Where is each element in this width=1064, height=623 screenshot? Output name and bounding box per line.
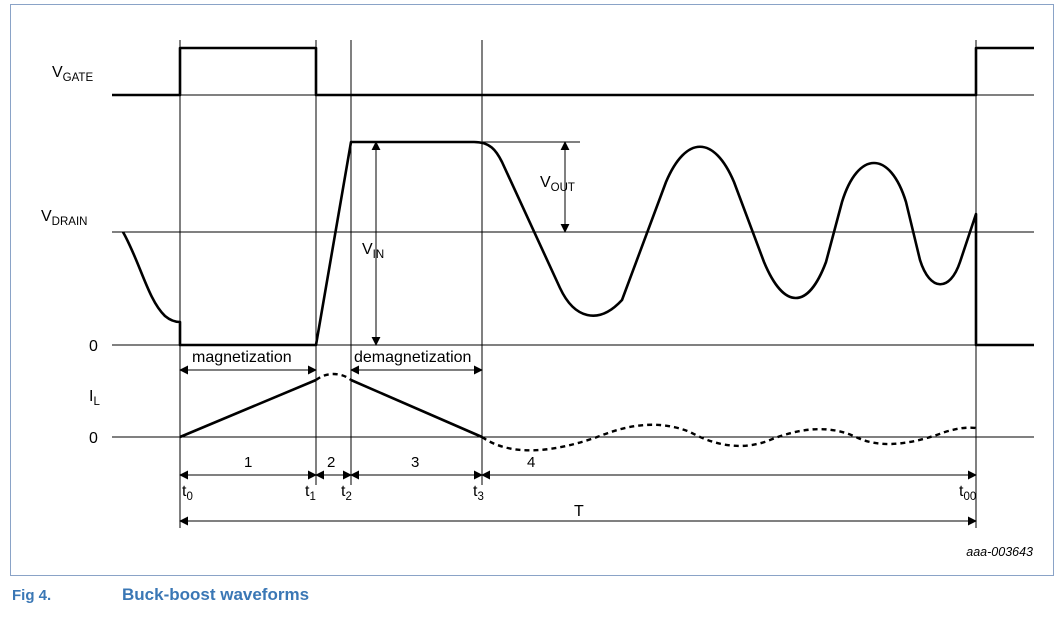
vin-label: VIN bbox=[362, 241, 384, 261]
il-waveform-solid-rise bbox=[179, 378, 317, 439]
figure-caption: Fig 4. Buck-boost waveforms bbox=[12, 582, 309, 608]
il-waveform-solid-fall bbox=[350, 378, 483, 439]
t2-label: t2 bbox=[341, 483, 352, 503]
figure-frame bbox=[10, 4, 1054, 576]
figure-number: Fig 4. bbox=[12, 586, 52, 604]
interval-3-label: 3 bbox=[411, 454, 419, 471]
il-label: IL bbox=[89, 388, 100, 408]
t00-label: t00 bbox=[959, 483, 976, 503]
interval-1-label: 1 bbox=[244, 454, 252, 471]
period-label: T bbox=[574, 503, 584, 520]
figure-title: Buck-boost waveforms bbox=[122, 585, 310, 604]
interval-2-label: 2 bbox=[327, 454, 335, 471]
vout-label: VOUT bbox=[540, 174, 575, 194]
il-zero-label: 0 bbox=[89, 430, 98, 447]
vdrain-zero-label: 0 bbox=[89, 338, 98, 355]
il-waveform-dashed-peak bbox=[315, 372, 352, 381]
waveform-diagram: VGATE VDRAIN 0 IL 0 VOUT VIN magnetizati… bbox=[41, 40, 1034, 559]
demagnetization-label: demagnetization bbox=[354, 349, 471, 366]
figure-code: aaa-003643 bbox=[966, 545, 1033, 559]
t1-label: t1 bbox=[305, 483, 316, 503]
t0-label: t0 bbox=[182, 483, 193, 503]
magnetization-label: magnetization bbox=[192, 349, 292, 366]
vdrain-label: VDRAIN bbox=[41, 208, 87, 228]
interval-4-label: 4 bbox=[527, 454, 535, 471]
t3-label: t3 bbox=[473, 483, 484, 503]
vgate-waveform bbox=[112, 46, 1034, 97]
vdrain-waveform bbox=[121, 140, 1034, 347]
vgate-label: VGATE bbox=[52, 64, 93, 84]
il-waveform-dashed-ringing bbox=[481, 423, 977, 452]
